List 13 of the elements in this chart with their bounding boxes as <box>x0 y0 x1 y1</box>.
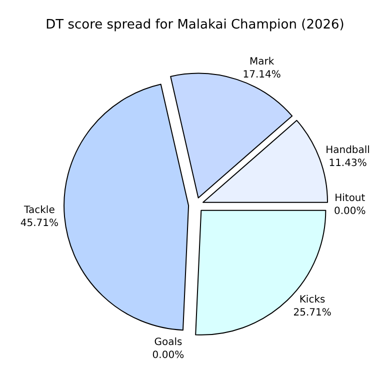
category-label: Goals <box>154 336 182 348</box>
chart-title: DT score spread for Malakai Champion (2026) <box>46 18 344 33</box>
slice-label: Kicks <box>299 294 326 306</box>
slice-label: Tackle <box>23 204 55 216</box>
slice-label: Handball <box>326 145 370 156</box>
slice-label: Mark <box>250 56 274 68</box>
data-label: 25.71% <box>293 308 332 319</box>
data-label: 45.71% <box>20 218 59 229</box>
category-label: Hitout <box>334 193 366 204</box>
text: 0.00% <box>152 350 184 361</box>
text: 0.00% <box>334 206 366 217</box>
data-label: 17.14% <box>242 70 281 81</box>
data-label: 11.43% <box>328 158 367 170</box>
